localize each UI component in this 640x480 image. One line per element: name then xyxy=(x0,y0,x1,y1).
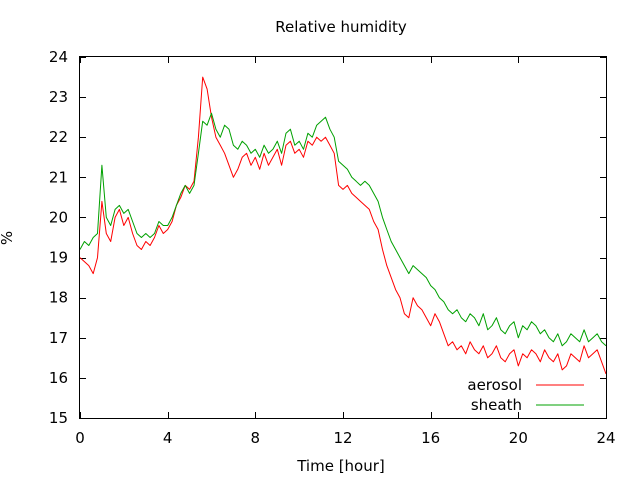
legend: aerosol sheath xyxy=(467,376,584,414)
series-line-sheath xyxy=(79,112,607,347)
legend-label-sheath: sheath xyxy=(471,396,522,414)
chart-title: Relative humidity xyxy=(275,18,407,36)
y-tick-label: 23 xyxy=(49,88,68,106)
x-axis-label: Time [hour] xyxy=(296,457,385,475)
y-tick-label: 22 xyxy=(49,128,68,146)
x-tick-label: 4 xyxy=(163,429,173,447)
plot-frame xyxy=(79,56,607,419)
y-axis-label: % xyxy=(0,231,16,245)
x-tick-label: 16 xyxy=(421,429,440,447)
series-layer xyxy=(79,76,607,375)
y-tick-label: 18 xyxy=(49,289,68,307)
y-tick-label: 24 xyxy=(49,48,68,66)
x-tick-label: 0 xyxy=(75,429,85,447)
series-line-aerosol xyxy=(79,76,607,375)
y-tick-label: 21 xyxy=(49,168,68,186)
x-tick-label: 12 xyxy=(333,429,352,447)
legend-label-aerosol: aerosol xyxy=(467,376,522,394)
x-tick-label: 24 xyxy=(596,429,615,447)
x-tick-label: 8 xyxy=(251,429,261,447)
y-tick-label: 17 xyxy=(49,329,68,347)
x-tick-label: 20 xyxy=(509,429,528,447)
y-tick-label: 19 xyxy=(49,249,68,267)
y-tick-label: 16 xyxy=(49,369,68,387)
y-tick-label: 20 xyxy=(49,208,68,226)
y-tick-label: 15 xyxy=(49,409,68,427)
ticks-layer: 0 4 8 12 16 20 24 15 16 17 18 19 20 21 22 23 24 xyxy=(49,48,616,447)
